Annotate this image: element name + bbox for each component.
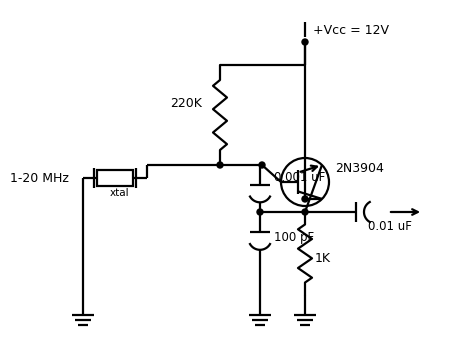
Text: 0.001 uF: 0.001 uF — [274, 171, 325, 184]
Circle shape — [302, 209, 308, 215]
Text: 220K: 220K — [170, 97, 202, 110]
Text: +Vcc = 12V: +Vcc = 12V — [313, 23, 389, 36]
Text: 1K: 1K — [315, 252, 331, 265]
Circle shape — [257, 209, 263, 215]
Text: 2N3904: 2N3904 — [335, 162, 384, 175]
Text: xtal: xtal — [110, 188, 129, 198]
Text: 0.01 uF: 0.01 uF — [368, 220, 412, 233]
Circle shape — [217, 162, 223, 168]
Bar — [97, 170, 133, 186]
Circle shape — [302, 39, 308, 45]
Circle shape — [302, 196, 308, 202]
Circle shape — [259, 162, 265, 168]
Text: 100 pF: 100 pF — [274, 231, 314, 244]
Text: 1-20 MHz: 1-20 MHz — [10, 171, 69, 185]
